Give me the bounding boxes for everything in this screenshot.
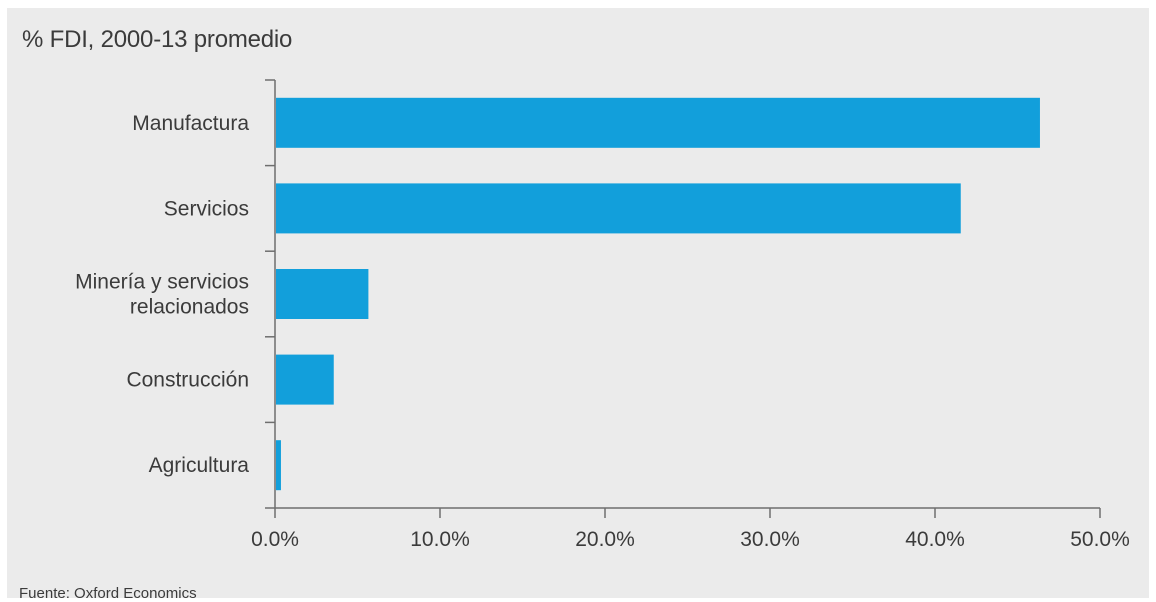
bar [276, 440, 281, 491]
category-label: relacionados [130, 296, 249, 319]
x-tick-label: 20.0% [575, 528, 635, 551]
category-labels-group: Manufactura Servicios Minería y serviciosr… [75, 112, 249, 477]
bar [276, 97, 1040, 148]
axes-group [265, 79, 1101, 518]
x-tick-label: 50.0% [1070, 528, 1130, 551]
category-label: Minería y servicios [75, 271, 249, 294]
bar [276, 354, 334, 405]
x-tick-label: 40.0% [905, 528, 965, 551]
category-label: Construcción [126, 369, 249, 392]
category-label: Agricultura [149, 454, 250, 477]
chart-source-note: Fuente: Oxford Economics [19, 585, 197, 602]
tick-labels-group: 0.0% 10.0% 20.0% 30.0% 40.0% 50.0% [251, 528, 1130, 551]
x-tick-label: 0.0% [251, 528, 299, 551]
chart-title: % FDI, 2000-13 promedio [22, 26, 293, 53]
category-label: Manufactura [132, 112, 249, 135]
bar [276, 269, 369, 319]
x-tick-label: 10.0% [410, 528, 470, 551]
category-label: Servicios [164, 197, 249, 220]
bars-group [276, 97, 1040, 491]
bar [276, 183, 961, 234]
x-tick-label: 30.0% [740, 528, 800, 551]
